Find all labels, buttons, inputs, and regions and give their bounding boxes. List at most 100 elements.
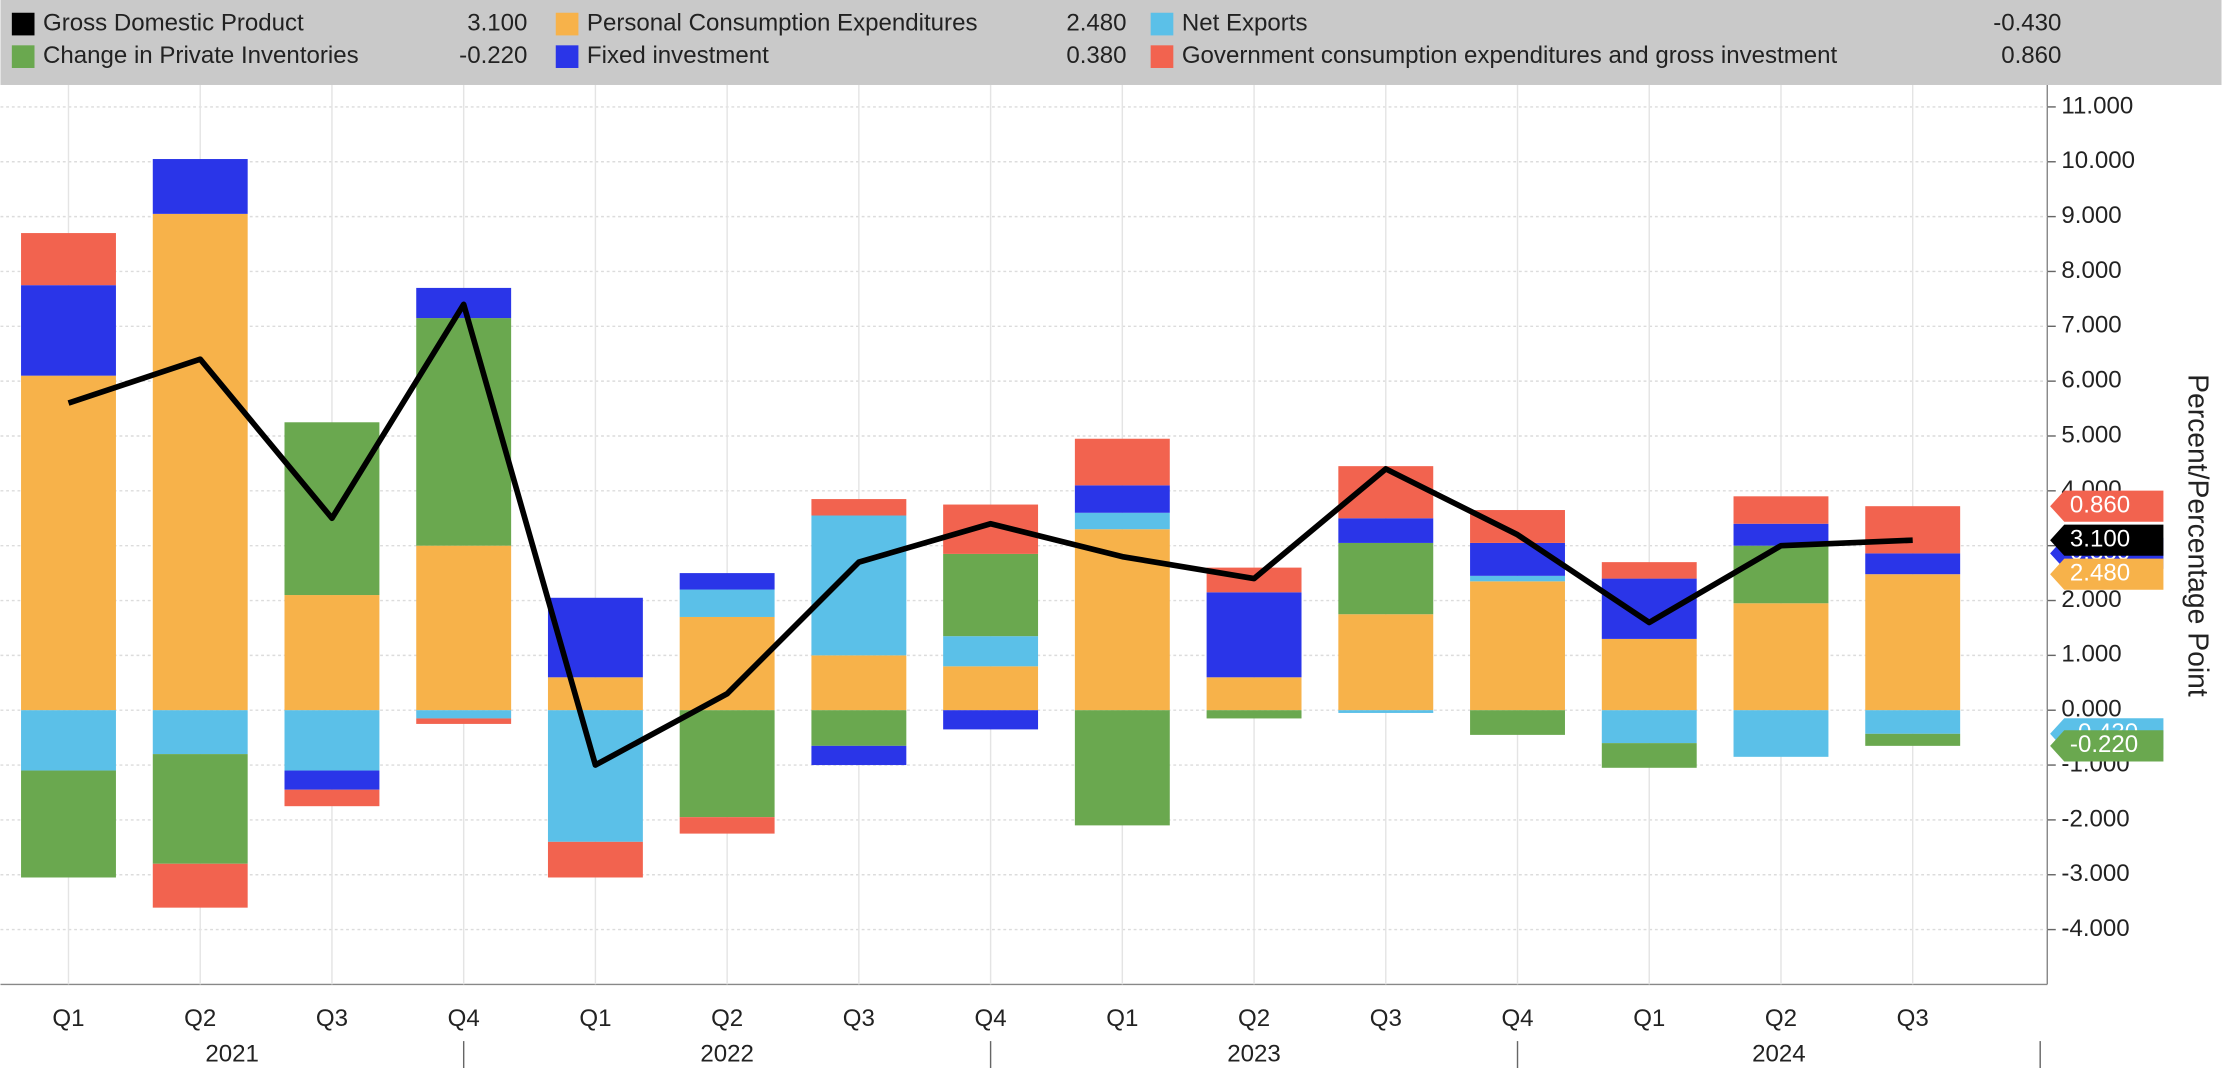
- bar-segment: [679, 573, 775, 590]
- y-tick-label: 10.000: [2061, 147, 2135, 174]
- bar-segment: [1338, 710, 1434, 713]
- x-tick-label: Q2: [184, 1005, 216, 1032]
- y-tick-label: 1.000: [2061, 641, 2121, 668]
- bar-segment: [1206, 592, 1302, 678]
- legend-label: Fixed investment: [587, 42, 769, 69]
- value-tag-label: 3.100: [2070, 526, 2130, 553]
- bar-segment: [1601, 562, 1697, 579]
- legend-swatch: [1150, 45, 1174, 68]
- group-label: 2023: [1227, 1041, 1281, 1068]
- bar-segment: [679, 589, 775, 617]
- value-tag: -0.220: [2050, 730, 2164, 762]
- legend-label: Gross Domestic Product: [43, 9, 304, 36]
- bar-segment: [1733, 545, 1829, 604]
- bar-segment: [1338, 614, 1434, 711]
- bar-segment: [152, 213, 248, 711]
- bar-segment: [1601, 638, 1697, 711]
- value-tag-shape: [2050, 558, 2164, 590]
- legend-value: 0.380: [1066, 42, 1126, 69]
- bar-segment: [1470, 581, 1565, 711]
- value-tag-label: -0.220: [2070, 731, 2138, 758]
- y-tick-label: 7.000: [2061, 312, 2121, 339]
- bar-segment: [152, 863, 248, 908]
- group-label: 2021: [205, 1041, 259, 1068]
- x-tick-label: Q2: [711, 1005, 743, 1032]
- legend-swatch: [1150, 12, 1174, 36]
- x-tick-label: Q3: [1370, 1005, 1402, 1032]
- legend-value: -0.430: [1993, 9, 2061, 36]
- y-tick-label: -4.000: [2061, 915, 2129, 942]
- legend-value: 3.100: [467, 9, 527, 36]
- bar-segment: [943, 636, 1039, 667]
- legend-swatch: [11, 12, 35, 36]
- legend-swatch: [555, 45, 579, 68]
- y-tick-label: -2.000: [2061, 805, 2129, 832]
- bar-segment: [152, 710, 248, 755]
- bar-segment: [547, 841, 643, 878]
- x-tick-label: Q2: [1765, 1005, 1797, 1032]
- bar-segment: [284, 789, 380, 807]
- legend-label: Government consumption expenditures and …: [1182, 42, 1838, 69]
- bar-segment: [21, 233, 116, 286]
- x-tick-label: Q3: [843, 1005, 875, 1032]
- value-tag: 0.860: [2050, 490, 2164, 522]
- bar-segment: [1733, 710, 1829, 757]
- bar-segment: [1470, 575, 1565, 582]
- bar-segment: [284, 710, 380, 771]
- x-tick-label: Q1: [52, 1005, 84, 1032]
- bar-segment: [679, 817, 775, 834]
- bar-segment: [1206, 710, 1302, 719]
- bar-segment: [152, 754, 248, 864]
- bar-segment: [284, 422, 380, 596]
- y-tick-label: 6.000: [2061, 367, 2121, 394]
- bar-segment: [811, 515, 907, 656]
- y-tick-label: 0.000: [2061, 696, 2121, 723]
- group-label: 2022: [700, 1041, 754, 1068]
- bar-segment: [943, 553, 1039, 637]
- bar-segment: [1206, 677, 1302, 711]
- bar-segment: [1865, 553, 1961, 575]
- bar-segment: [416, 710, 512, 719]
- bar-segment: [1470, 542, 1565, 576]
- bar-segment: [1470, 710, 1565, 735]
- y-tick-label: 8.000: [2061, 257, 2121, 284]
- y-tick-label: 5.000: [2061, 421, 2121, 448]
- bar-segment: [1865, 574, 1961, 711]
- bar-segment: [1733, 603, 1829, 711]
- bar-segment: [1074, 438, 1170, 486]
- bar-segment: [1601, 743, 1697, 768]
- bar-segment: [1338, 518, 1434, 543]
- bar-segment: [152, 159, 248, 214]
- x-tick-label: Q3: [316, 1005, 348, 1032]
- bar-segment: [679, 710, 775, 818]
- bar-segment: [1865, 710, 1961, 734]
- bar-segment: [1074, 512, 1170, 530]
- bar-segment: [416, 718, 512, 724]
- y-axis-title: Percent/Percentage Point: [2182, 374, 2214, 697]
- legend-label: Net Exports: [1182, 9, 1308, 36]
- bar-segment: [547, 597, 643, 678]
- x-tick-label: Q1: [1106, 1005, 1138, 1032]
- bar-segment: [416, 545, 512, 711]
- x-tick-label: Q3: [1897, 1005, 1929, 1032]
- bar-segment: [1865, 506, 1961, 554]
- legend-label: Personal Consumption Expenditures: [587, 9, 978, 36]
- bar-segment: [21, 285, 116, 376]
- bar-segment: [1733, 523, 1829, 546]
- y-tick-label: -3.000: [2061, 860, 2129, 887]
- bar-segment: [1338, 542, 1434, 615]
- legend-value: 2.480: [1066, 9, 1126, 36]
- value-tag: 2.480: [2050, 558, 2164, 590]
- bar-segment: [284, 770, 380, 790]
- x-tick-label: Q4: [1501, 1005, 1533, 1032]
- bar-segment: [284, 595, 380, 711]
- x-tick-label: Q4: [975, 1005, 1007, 1032]
- value-tag-shape: [2050, 490, 2164, 522]
- bar-segment: [21, 770, 116, 878]
- bar-segment: [811, 710, 907, 746]
- bar-segment: [547, 677, 643, 711]
- legend-background: [0, 0, 2222, 85]
- value-tag-label: 0.860: [2070, 492, 2130, 519]
- line-series: [67, 301, 1913, 768]
